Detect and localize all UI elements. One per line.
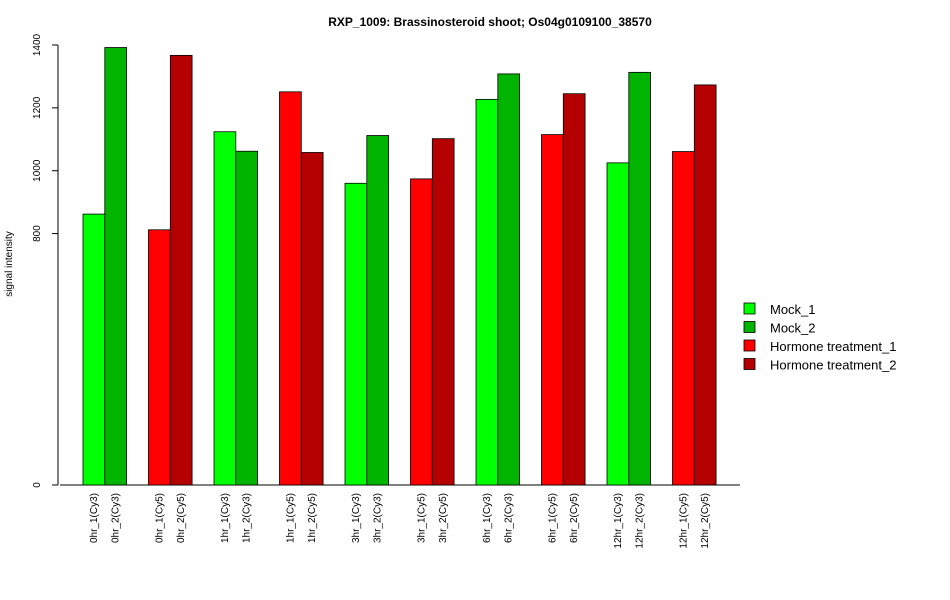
bar bbox=[148, 229, 171, 486]
legend-label: Hormone treatment_2 bbox=[770, 358, 896, 373]
legend-swatch bbox=[743, 302, 756, 315]
legend-swatch bbox=[743, 358, 756, 370]
x-tick-label: 0hr_1(Cy3) bbox=[89, 493, 100, 543]
bar bbox=[475, 98, 499, 486]
x-tick-label: 12hr_1(Cy5) bbox=[678, 493, 689, 549]
bar bbox=[672, 151, 695, 486]
x-tick-label: 12hr_1(Cy3) bbox=[613, 493, 624, 549]
y-tick-label: 1000 bbox=[32, 159, 43, 182]
legend-swatch bbox=[743, 321, 756, 333]
x-tick-label: 1hr_2(Cy3) bbox=[242, 493, 253, 543]
legend-label: Mock_1 bbox=[770, 302, 816, 317]
bar bbox=[628, 71, 651, 486]
y-tick-label: 1200 bbox=[32, 96, 43, 119]
bar bbox=[344, 182, 368, 486]
bar bbox=[693, 84, 717, 486]
x-tick-label: 3hr_2(Cy5) bbox=[438, 493, 449, 543]
legend-label: Hormone treatment_1 bbox=[770, 339, 896, 354]
bar bbox=[410, 178, 433, 486]
bar bbox=[104, 47, 128, 486]
y-axis-label: signal intensity bbox=[4, 231, 15, 297]
chart-title: RXP_1009: Brassinosteroid shoot; Os04g01… bbox=[328, 15, 652, 29]
y-tick-label: 800 bbox=[32, 225, 43, 242]
x-tick-label: 0hr_1(Cy5) bbox=[154, 493, 165, 543]
x-tick-label: 0hr_2(Cy3) bbox=[111, 493, 122, 543]
x-tick-label: 3hr_1(Cy5) bbox=[416, 493, 427, 543]
legend-label: Mock_2 bbox=[770, 321, 816, 336]
bar bbox=[497, 73, 520, 486]
legend-swatch bbox=[743, 339, 756, 352]
bar bbox=[300, 152, 324, 486]
x-axis: 0hr_1(Cy3) 0hr_2(Cy3) 0hr_1(Cy5) 0hr_2(Cy5)… bbox=[60, 484, 740, 549]
x-tick-label: 6hr_1(Cy5) bbox=[547, 493, 558, 543]
bar bbox=[431, 138, 455, 486]
bar bbox=[82, 213, 106, 486]
y-axis: 0 800 1000 1200 1400 bbox=[32, 33, 59, 488]
x-tick-label: 1hr_1(Cy3) bbox=[220, 493, 231, 543]
y-tick-label: 0 bbox=[32, 482, 43, 488]
bar bbox=[235, 150, 259, 486]
bar bbox=[562, 93, 586, 486]
legend: Mock_1 Mock_2 Hormone treatment_1 Hormone t… bbox=[743, 302, 896, 373]
bar bbox=[279, 91, 302, 486]
bar bbox=[541, 134, 564, 486]
bar bbox=[213, 131, 237, 486]
x-tick-label: 6hr_2(Cy3) bbox=[504, 493, 515, 543]
x-tick-label: 1hr_1(Cy5) bbox=[285, 493, 296, 543]
x-tick-label: 6hr_1(Cy3) bbox=[482, 493, 493, 543]
bar bbox=[366, 135, 389, 486]
x-tick-label: 1hr_2(Cy5) bbox=[307, 493, 318, 543]
x-tick-label: 12hr_2(Cy5) bbox=[700, 493, 711, 549]
bar bbox=[169, 54, 193, 486]
x-tick-label: 6hr_2(Cy5) bbox=[569, 493, 580, 543]
x-tick-label: 12hr_2(Cy3) bbox=[635, 493, 646, 549]
x-tick-label: 3hr_2(Cy3) bbox=[373, 493, 384, 543]
y-tick-label: 1400 bbox=[32, 33, 43, 56]
bars-group bbox=[82, 47, 717, 486]
x-tick-label: 0hr_2(Cy5) bbox=[176, 493, 187, 543]
bar bbox=[606, 162, 630, 486]
x-tick-label: 3hr_1(Cy3) bbox=[351, 493, 362, 543]
